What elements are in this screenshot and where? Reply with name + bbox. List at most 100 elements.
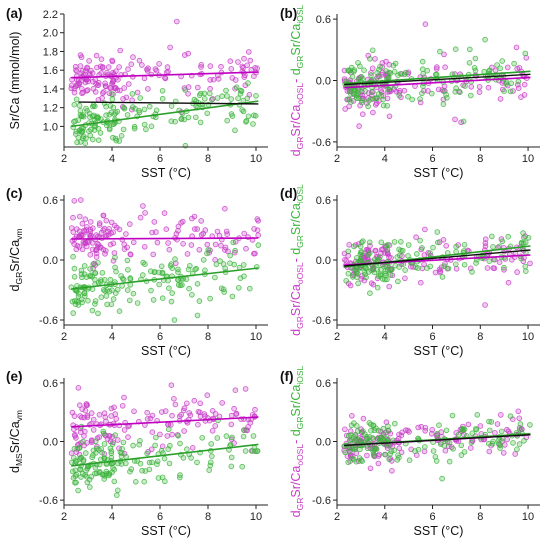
data-point <box>184 251 191 257</box>
x-tick-label: 4 <box>382 511 388 523</box>
data-point <box>476 89 483 95</box>
data-point <box>244 95 251 102</box>
data-point <box>495 440 502 447</box>
data-point <box>518 255 524 262</box>
regression-line <box>71 237 259 240</box>
data-point <box>395 452 401 459</box>
data-point <box>207 85 213 92</box>
y-tick-label: -0.6 <box>312 137 331 149</box>
scatter-points <box>341 226 533 308</box>
panel-label: (c) <box>6 186 23 201</box>
data-point <box>207 90 213 97</box>
data-point <box>78 296 85 303</box>
data-point <box>222 205 228 212</box>
data-point <box>173 231 180 237</box>
data-point <box>100 286 107 293</box>
data-point <box>397 239 404 245</box>
panel-label: (b) <box>280 6 297 21</box>
data-point <box>443 427 450 434</box>
y-axis-label: Sr/Ca (mmol/mol) <box>8 32 22 130</box>
data-point <box>363 246 370 253</box>
x-tick-label: 6 <box>429 511 435 523</box>
data-point <box>419 245 425 251</box>
data-point <box>110 240 117 247</box>
x-tick-label: 2 <box>334 153 340 165</box>
data-point <box>468 84 475 90</box>
data-point <box>205 247 212 253</box>
data-point <box>110 465 116 471</box>
data-point <box>255 242 262 248</box>
data-point <box>415 265 421 271</box>
data-point <box>246 49 252 55</box>
data-point <box>76 290 82 297</box>
regression-line <box>71 100 259 128</box>
data-point <box>347 99 354 105</box>
data-point <box>189 215 195 222</box>
data-point <box>251 444 258 451</box>
y-tick-label: -0.6 <box>312 495 331 507</box>
data-point <box>74 139 80 146</box>
data-point <box>485 84 492 91</box>
data-point <box>521 92 528 98</box>
data-point <box>496 243 503 250</box>
y-label-part: GR <box>295 498 305 511</box>
data-point <box>175 223 182 230</box>
data-point <box>133 478 139 485</box>
data-point <box>87 272 94 279</box>
data-point <box>164 433 171 439</box>
data-point <box>510 440 516 446</box>
x-tick-label: 6 <box>157 331 163 343</box>
data-point <box>398 449 405 456</box>
data-point <box>432 269 439 276</box>
data-point <box>250 121 256 127</box>
data-point <box>139 62 145 68</box>
data-point <box>440 237 447 243</box>
data-point <box>118 273 124 279</box>
data-point <box>437 48 443 55</box>
data-point <box>224 117 231 124</box>
data-point <box>251 73 257 79</box>
data-point <box>372 247 379 254</box>
data-point <box>461 449 468 455</box>
data-point <box>409 96 416 103</box>
y-label-part: GR <box>295 316 305 329</box>
data-point <box>195 84 201 91</box>
data-point <box>521 437 527 444</box>
data-point <box>343 277 350 284</box>
data-point <box>507 413 514 420</box>
y-label-part: oOSL <box>295 83 305 105</box>
data-point <box>148 123 155 130</box>
data-point <box>119 402 126 409</box>
data-point <box>111 404 117 411</box>
data-point <box>181 428 187 434</box>
data-point <box>140 259 147 266</box>
data-point <box>345 459 352 466</box>
data-point <box>144 409 151 416</box>
data-point <box>97 130 104 136</box>
data-point <box>108 405 115 412</box>
data-point <box>71 198 78 204</box>
data-point <box>419 66 426 72</box>
x-tick-label: 4 <box>382 331 388 343</box>
y-label-part: Sr/Ca <box>289 203 303 235</box>
y-label-part: oOSL <box>295 262 305 284</box>
data-point <box>207 462 214 469</box>
data-point <box>422 21 429 28</box>
data-point <box>106 433 113 439</box>
data-point <box>405 93 411 100</box>
data-point <box>210 76 217 83</box>
data-point <box>237 275 244 282</box>
data-point <box>121 427 128 433</box>
data-point <box>382 451 388 458</box>
data-point <box>116 64 122 70</box>
data-point <box>158 263 165 270</box>
data-point <box>513 44 520 51</box>
data-point <box>209 427 216 434</box>
data-point <box>92 89 99 95</box>
data-point <box>109 287 115 294</box>
data-point <box>450 445 456 452</box>
data-point <box>151 219 158 225</box>
data-point <box>82 216 89 223</box>
data-point <box>375 453 382 459</box>
data-point <box>166 426 172 433</box>
